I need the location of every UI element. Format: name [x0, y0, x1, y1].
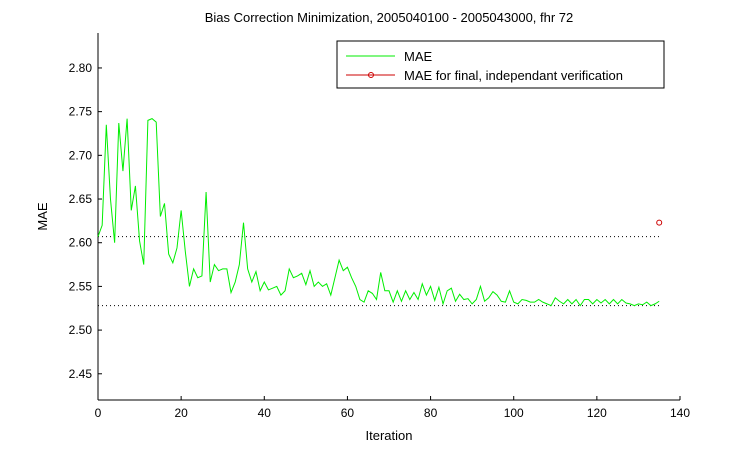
legend-label-final: MAE for final, independant verification — [404, 68, 623, 83]
y-tick-label: 2.65 — [69, 192, 93, 206]
x-tick-label: 0 — [95, 406, 102, 420]
reference-lines — [98, 236, 660, 307]
y-tick-label: 2.80 — [69, 61, 93, 75]
y-tick-label: 2.75 — [69, 105, 93, 119]
legend-marker-final — [368, 72, 374, 78]
legend: MAE MAE for final, independant verificat… — [336, 40, 665, 89]
y-tick-label: 2.45 — [69, 367, 93, 381]
chart-title: Bias Correction Minimization, 2005040100… — [205, 10, 574, 25]
x-axis-label: Iteration — [366, 428, 413, 443]
x-tick-label: 100 — [504, 406, 524, 420]
legend-box — [336, 40, 665, 89]
x-tick-label: 20 — [174, 406, 188, 420]
final-verification-point — [656, 219, 663, 226]
y-axis-label: MAE — [35, 202, 50, 231]
x-tick-label: 140 — [670, 406, 690, 420]
y-tick-label: 2.60 — [69, 236, 93, 250]
y-axis-ticks: 2.45 2.50 2.55 2.60 2.65 2.70 2.75 2.80 — [69, 61, 102, 381]
x-tick-label: 120 — [587, 406, 607, 420]
x-tick-label: 40 — [258, 406, 272, 420]
x-tick-label: 60 — [341, 406, 355, 420]
y-tick-label: 2.55 — [69, 279, 93, 293]
x-axis-ticks: 0 20 40 60 80 100 120 140 — [95, 396, 690, 420]
y-tick-label: 2.50 — [69, 323, 93, 337]
legend-label-mae: MAE — [404, 49, 433, 64]
x-tick-label: 80 — [424, 406, 438, 420]
series-group — [97, 118, 663, 307]
y-tick-label: 2.70 — [69, 148, 93, 162]
series-line-mae — [97, 118, 660, 307]
